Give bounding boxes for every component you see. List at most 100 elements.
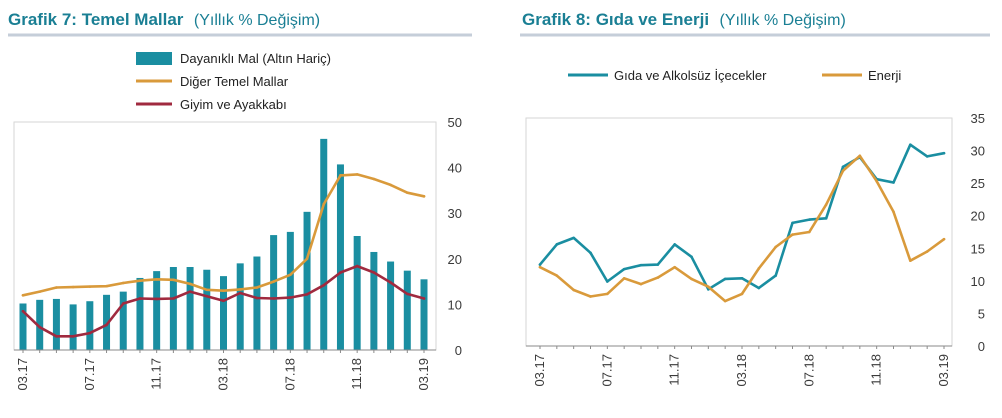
chart8-series-0-point-12.18 xyxy=(892,181,895,184)
chart7-series-1-point-06.17 xyxy=(71,285,75,289)
chart7-series-2-point-01.18 xyxy=(188,290,192,293)
chart8-series-1-point-03.19 xyxy=(942,237,946,241)
chart8-series-1-point-05.17 xyxy=(572,288,575,292)
bar-durable-goods-02.18 xyxy=(203,269,211,350)
chart7-series-2-point-07.17 xyxy=(88,331,92,335)
bar-durable-goods-12.17 xyxy=(169,267,177,350)
chart7-series-2-point-07.18 xyxy=(289,296,292,299)
bar-durable-goods-03.17 xyxy=(19,303,27,350)
chart7-x-axis: 03.17 07.17 11.17 03.18 07.18 11.18 03.19 xyxy=(14,349,436,391)
chart8-series-0-point-02.19 xyxy=(925,155,929,158)
chart7-y-label-20: 20 xyxy=(448,252,462,267)
chart7-series-2-point-04.17 xyxy=(38,325,42,329)
chart8-series-0-point-03.17 xyxy=(538,263,542,266)
chart7-series-2-point-08.18 xyxy=(305,293,309,296)
chart7-plot: 03.17 07.17 11.17 03.18 07.18 11.18 03.19 0 10 2… xyxy=(13,115,462,391)
chart7-bars xyxy=(19,138,428,350)
chart8-y-label-20: 20 xyxy=(971,209,985,224)
chart7-series-1-point-08.18 xyxy=(305,257,309,261)
bar-durable-goods-06.17 xyxy=(69,304,77,350)
chart8-series-0-line xyxy=(538,143,946,291)
chart8-x-label-07.18: 07.18 xyxy=(801,354,816,387)
chart8-x-label-07.17: 07.17 xyxy=(599,354,614,387)
chart8-series-1-point-09.17 xyxy=(639,282,643,286)
chart7-series-2-point-08.17 xyxy=(105,323,108,327)
chart7-series-2-point-02.19 xyxy=(405,292,409,296)
chart8-series-1-point-06.17 xyxy=(589,295,592,298)
chart8-y-label-35: 35 xyxy=(971,111,985,126)
bar-durable-goods-04.17 xyxy=(36,299,44,350)
chart7-series-1-point-02.19 xyxy=(405,191,409,194)
chart7-series-2-point-03.18 xyxy=(222,299,225,303)
chart8-series-1-point-07.18 xyxy=(808,230,811,234)
bar-durable-goods-03.19 xyxy=(420,279,428,350)
chart8-y-label-0: 0 xyxy=(978,339,985,354)
chart8-title: Grafik 8: Gıda ve Enerji xyxy=(522,10,709,29)
chart7-series-1-point-12.17 xyxy=(172,278,175,282)
chart7-series-2-point-09.18 xyxy=(322,283,326,287)
chart8-series-0-point-04.18 xyxy=(757,286,761,290)
bar-durable-goods-09.18 xyxy=(320,138,328,350)
chart8-y-label-10: 10 xyxy=(971,274,985,289)
chart8-y-label-15: 15 xyxy=(971,241,985,256)
chart8-series-0-point-05.17 xyxy=(572,236,575,240)
chart8-x-axis: 03.17 07.17 11.17 03.18 07.18 11.18 03.19 xyxy=(526,345,952,387)
chart8-series-1-point-04.17 xyxy=(555,274,559,277)
chart7-y-axis: 0 10 20 30 40 50 xyxy=(448,115,462,358)
chart7-x-label-07.18: 07.18 xyxy=(282,358,297,391)
chart7-series-2-point-03.19 xyxy=(422,297,426,300)
chart7-title: Grafik 7: Temel Mallar xyxy=(8,10,184,29)
chart7-x-label-03.19: 03.19 xyxy=(416,358,431,391)
chart8-plot-frame xyxy=(525,117,953,347)
chart8-plot: 03.17 07.17 11.17 03.18 07.18 11.18 03.19 0 5 10… xyxy=(525,111,985,387)
chart7-series-2-point-03.17 xyxy=(21,309,25,313)
chart7-series-2-point-10.17 xyxy=(138,297,142,300)
chart8-series-0-point-08.17 xyxy=(622,267,626,271)
chart8-series-1-point-08.18 xyxy=(824,203,828,206)
chart7-y-label-30: 30 xyxy=(448,206,462,221)
chart8-series-1-point-09.18 xyxy=(841,169,845,173)
chart8-x-label-03.19: 03.19 xyxy=(936,354,951,387)
chart8-series-0-point-06.17 xyxy=(589,251,592,255)
chart8-series-1-point-10.17 xyxy=(656,276,660,279)
chart7-y-label-10: 10 xyxy=(448,297,462,312)
chart7-lines xyxy=(21,173,426,338)
bar-durable-goods-02.19 xyxy=(403,270,411,350)
chart8-series-1-point-10.18 xyxy=(858,154,862,158)
chart8-series-0-point-07.18 xyxy=(808,218,811,221)
chart8-header: Grafik 8: Gıda ve Enerji (Yıllık % Değiş… xyxy=(520,10,990,37)
chart8-series-1-point-08.17 xyxy=(622,276,626,280)
legend-label-food: Gıda ve Alkolsüz İçecekler xyxy=(614,68,767,83)
chart8-subtitle: (Yıllık % Değişim) xyxy=(720,12,846,29)
chart7-series-1-point-03.19 xyxy=(422,195,426,198)
bar-durable-goods-07.17 xyxy=(86,301,94,350)
chart7-series-1-point-09.17 xyxy=(121,281,125,285)
chart8-series-1-point-03.18 xyxy=(740,292,744,296)
bar-durable-goods-03.18 xyxy=(220,276,227,350)
chart8-lines xyxy=(538,143,946,303)
chart7-series-1-point-09.18 xyxy=(322,202,326,206)
chart8-series-0-point-12.17 xyxy=(690,255,693,259)
bar-durable-goods-08.17 xyxy=(103,294,111,350)
bar-durable-goods-01.18 xyxy=(186,267,194,350)
chart8-series-1-point-06.18 xyxy=(791,233,794,236)
chart7-header: Grafik 7: Temel Mallar (Yıllık % Değişim… xyxy=(8,10,472,37)
legend-label-energy: Enerji xyxy=(868,68,901,83)
chart7-series-1-point-11.17 xyxy=(155,278,158,281)
bar-durable-goods-11.18 xyxy=(353,236,361,350)
bar-durable-goods-07.18 xyxy=(286,231,294,350)
chart8-series-0-point-09.18 xyxy=(841,165,845,169)
legend-label-clothing: Giyim ve Ayakkabı xyxy=(180,97,287,112)
chart8-x-label-11.18: 11.18 xyxy=(869,354,884,386)
chart7-series-2-point-04.18 xyxy=(238,291,242,295)
bar-durable-goods-09.17 xyxy=(119,291,127,350)
chart7-subtitle: (Yıllık % Değişim) xyxy=(194,12,320,29)
chart8-series-0-point-09.17 xyxy=(639,263,643,267)
chart7-series-1-point-01.18 xyxy=(188,282,192,286)
chart7-series-1-point-10.18 xyxy=(339,174,342,177)
chart8-series-1-point-02.18 xyxy=(723,299,727,303)
chart7-series-1-point-10.17 xyxy=(138,279,142,282)
chart8-x-label-11.17: 11.17 xyxy=(667,354,682,386)
chart8-y-label-30: 30 xyxy=(971,144,985,159)
chart8-series-0-point-03.18 xyxy=(740,276,744,280)
